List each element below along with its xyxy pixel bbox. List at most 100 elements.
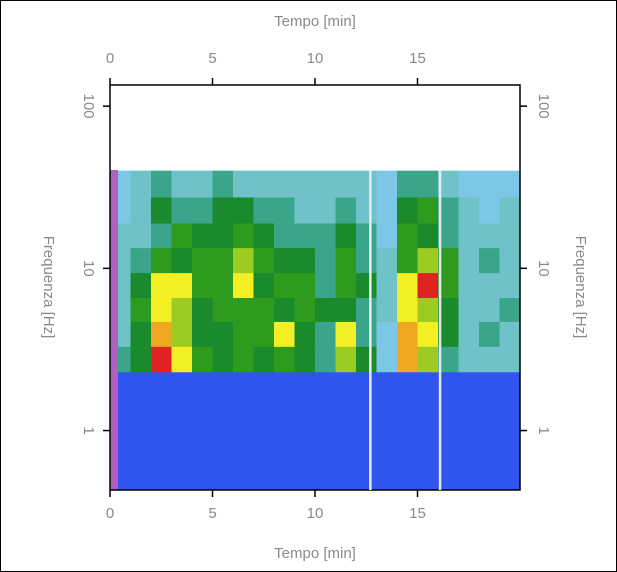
heat-cell — [479, 371, 500, 491]
heat-cell — [253, 346, 275, 373]
heat-cell — [253, 297, 275, 322]
heat-cell — [294, 346, 316, 373]
heat-cell — [233, 371, 254, 491]
heat-cell — [294, 170, 316, 198]
heat-cell — [212, 346, 234, 373]
heat-cell — [479, 321, 500, 347]
heat-cell — [192, 272, 213, 299]
heat-cell — [417, 170, 439, 198]
x-tick-label: 5 — [208, 505, 216, 522]
heat-cell — [499, 297, 521, 322]
heat-cell — [315, 247, 336, 274]
heat-cell — [376, 371, 398, 491]
heat-cell — [151, 346, 172, 373]
heat-cell — [356, 223, 377, 249]
heat-cell — [253, 223, 275, 249]
heat-cell — [151, 321, 172, 347]
heat-cell — [335, 170, 357, 198]
heat-cell — [335, 346, 357, 373]
heat-cell — [233, 223, 254, 249]
y-axis-title-right: Frequenza [Hz] — [572, 236, 589, 339]
heat-cell — [479, 272, 500, 299]
heat-cell — [397, 371, 418, 491]
heat-cell — [335, 272, 357, 299]
heat-cell — [458, 371, 480, 491]
heat-cell — [130, 272, 152, 299]
heat-cell — [315, 321, 336, 347]
heat-cell — [499, 346, 521, 373]
heat-cell — [253, 247, 275, 274]
heat-cell — [438, 346, 459, 373]
heat-cell — [397, 223, 418, 249]
heat-cell — [151, 297, 172, 322]
heat-cell — [233, 346, 254, 373]
heat-cell — [253, 371, 275, 491]
heat-cell — [315, 371, 336, 491]
heat-cell — [294, 272, 316, 299]
heat-cell — [130, 223, 152, 249]
heat-cell — [130, 170, 152, 198]
heat-cell — [212, 223, 234, 249]
heat-cell — [253, 321, 275, 347]
heat-cell — [335, 297, 357, 322]
heat-cell — [397, 346, 418, 373]
heat-cell — [130, 371, 152, 491]
heat-cell — [212, 321, 234, 347]
y-tick-label: 10 — [80, 260, 97, 277]
heat-cell — [192, 247, 213, 274]
heat-cell — [397, 247, 418, 274]
heat-cell — [438, 272, 459, 299]
heat-cell — [458, 297, 480, 322]
heat-cell — [274, 223, 295, 249]
heat-cell — [397, 321, 418, 347]
x-tick-label-top: 15 — [409, 50, 426, 67]
heat-cell — [417, 371, 439, 491]
heat-cell — [499, 170, 521, 198]
heat-cell — [274, 197, 295, 224]
heat-cell — [130, 321, 152, 347]
heat-cell — [417, 321, 439, 347]
heat-cell — [438, 371, 459, 491]
heat-cell — [253, 170, 275, 198]
y-tick-label-right: 10 — [535, 260, 552, 277]
heat-cell — [274, 170, 295, 198]
heat-cell — [192, 223, 213, 249]
heat-cell — [151, 223, 172, 249]
heat-cell — [151, 197, 172, 224]
heat-cell — [294, 197, 316, 224]
heat-cell — [417, 272, 439, 299]
heatmap — [110, 170, 521, 491]
heat-cell — [274, 346, 295, 373]
heat-cell — [438, 321, 459, 347]
heat-cell — [335, 223, 357, 249]
heat-cell — [212, 297, 234, 322]
heat-cell — [438, 223, 459, 249]
heat-cell — [458, 272, 480, 299]
heat-cell — [315, 272, 336, 299]
heat-cell — [130, 247, 152, 274]
heat-cell — [274, 247, 295, 274]
heat-cell — [171, 223, 193, 249]
heat-cell — [315, 297, 336, 322]
heat-cell — [171, 346, 193, 373]
heat-cell — [356, 197, 377, 224]
y-tick-label-right: 100 — [535, 94, 552, 119]
heat-cell — [151, 371, 172, 491]
y-axis-title-left: Frequenza [Hz] — [40, 236, 57, 339]
heat-cell — [458, 321, 480, 347]
heat-cell — [356, 247, 377, 274]
heat-cell — [438, 170, 459, 198]
heat-cell — [335, 321, 357, 347]
heat-cell — [356, 297, 377, 322]
heat-cell — [417, 247, 439, 274]
heat-cell — [171, 170, 193, 198]
heat-cell — [376, 321, 398, 347]
heat-cell — [274, 371, 295, 491]
heat-cell — [438, 297, 459, 322]
heat-cell — [376, 170, 398, 198]
heat-cell — [171, 247, 193, 274]
heat-cell — [356, 272, 377, 299]
heat-cell — [233, 272, 254, 299]
heat-cell — [171, 297, 193, 322]
